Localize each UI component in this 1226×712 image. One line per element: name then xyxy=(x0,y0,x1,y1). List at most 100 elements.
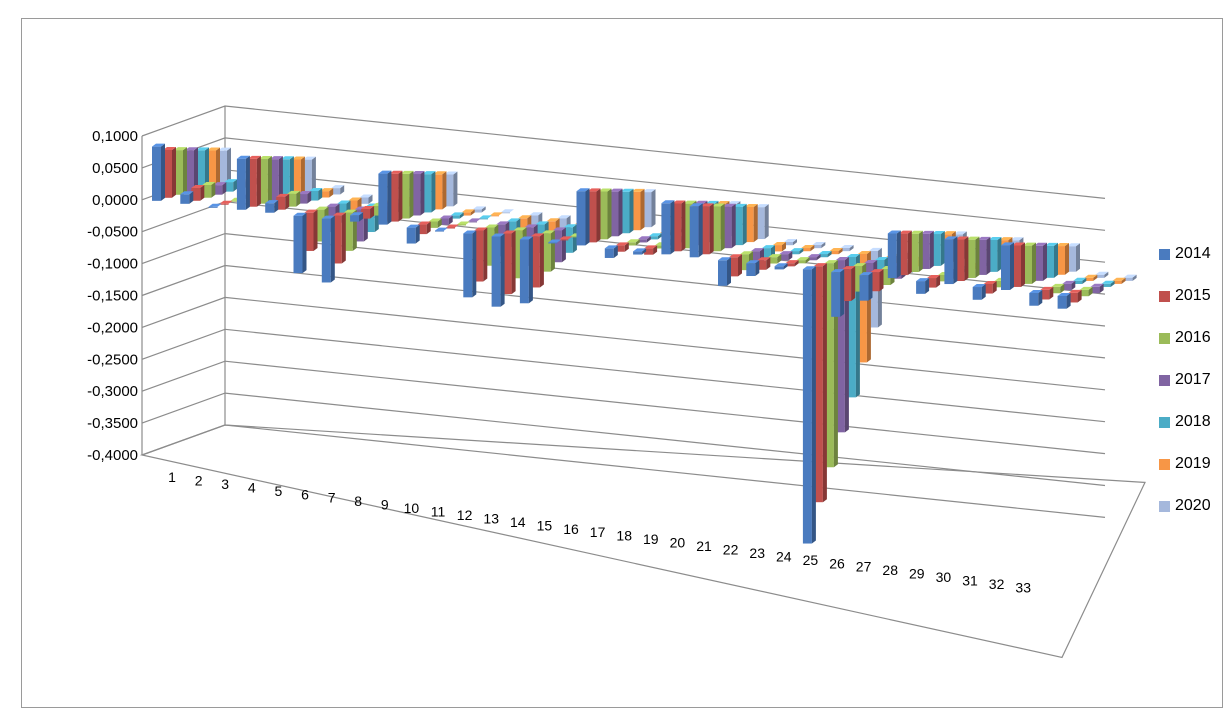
bar xyxy=(598,188,612,240)
x-tick-label: 21 xyxy=(696,538,712,554)
x-tick-label: 14 xyxy=(510,514,526,530)
bar xyxy=(444,171,458,207)
y-tick-label: 0,1000 xyxy=(92,128,138,145)
bar xyxy=(587,188,601,243)
x-tick-label: 16 xyxy=(563,521,579,537)
bar xyxy=(796,257,810,264)
bar xyxy=(1040,286,1054,300)
bar xyxy=(548,239,562,244)
bar xyxy=(208,203,222,208)
legend-item: 2020 xyxy=(1159,485,1226,527)
bar xyxy=(191,185,205,201)
bar xyxy=(718,257,731,286)
bar xyxy=(180,191,194,204)
x-tick-label: 27 xyxy=(856,559,872,575)
bar xyxy=(474,227,488,282)
legend-item: 2019 xyxy=(1159,443,1226,485)
bar xyxy=(626,239,640,246)
bar xyxy=(916,278,930,294)
bar xyxy=(1056,243,1069,275)
x-tick-label: 31 xyxy=(962,573,978,589)
bar xyxy=(689,203,703,258)
bar xyxy=(490,212,503,217)
x-tick-label: 25 xyxy=(803,552,819,568)
bar xyxy=(291,156,305,195)
y-tick-label: -0,1500 xyxy=(87,288,138,305)
bar xyxy=(812,241,826,249)
bar xyxy=(1112,277,1126,284)
bar xyxy=(293,212,307,274)
bar xyxy=(829,247,843,255)
bar xyxy=(450,212,464,219)
bar xyxy=(422,171,436,213)
bar xyxy=(378,170,392,225)
bar xyxy=(219,200,233,205)
bar xyxy=(722,203,736,249)
bar xyxy=(927,275,941,288)
bar xyxy=(768,254,782,264)
legend-swatch xyxy=(1159,416,1170,428)
bar xyxy=(309,187,323,201)
x-tick-label: 30 xyxy=(936,569,952,585)
bar xyxy=(411,171,425,216)
bar xyxy=(774,263,788,270)
bar xyxy=(813,263,827,503)
legend-label: 2016 xyxy=(1175,329,1211,346)
y-axis-ticks: 0,1000 0,0500 0,0000 -0,0500 -0,1000 -0,1500 -… xyxy=(87,128,138,464)
bar xyxy=(236,155,250,210)
y-tick-label: 0,0000 xyxy=(92,192,138,209)
bar xyxy=(1068,289,1082,303)
bar xyxy=(920,230,934,269)
bar xyxy=(185,147,198,192)
x-tick-label: 8 xyxy=(354,493,362,509)
bar xyxy=(733,203,747,246)
chart-floor xyxy=(139,424,1146,659)
x-tick-label: 7 xyxy=(328,490,336,506)
bar xyxy=(435,227,448,232)
bar xyxy=(406,224,420,244)
y-tick-label: -0,4000 xyxy=(87,447,138,464)
bar xyxy=(909,230,923,273)
bar xyxy=(213,182,227,195)
x-tick-label: 32 xyxy=(989,576,1005,592)
bar xyxy=(955,236,969,282)
bar xyxy=(615,242,629,252)
bar xyxy=(1029,289,1043,306)
bar xyxy=(563,224,577,253)
x-tick-label: 1 xyxy=(168,469,176,485)
legend-swatch xyxy=(1159,290,1170,302)
bar xyxy=(174,147,187,195)
bar xyxy=(287,190,301,207)
x-tick-label: 33 xyxy=(1015,579,1031,595)
bar xyxy=(773,242,786,252)
bar xyxy=(983,280,997,294)
chart-plot: 0,1000 0,0500 0,0000 -0,0500 -0,1000 -0,1500 -… xyxy=(87,105,1146,659)
legend-swatch xyxy=(1159,500,1170,512)
x-tick-label: 23 xyxy=(749,545,765,561)
bar xyxy=(840,244,854,252)
bar xyxy=(472,206,486,213)
bar xyxy=(247,155,261,207)
bar xyxy=(479,215,492,220)
bar xyxy=(298,191,312,204)
bar xyxy=(1012,242,1025,287)
y-tick-label: -0,2500 xyxy=(87,351,138,368)
x-tick-label: 24 xyxy=(776,548,792,564)
x-tick-label: 20 xyxy=(670,535,686,551)
bar xyxy=(729,254,742,277)
x-tick-label: 3 xyxy=(221,476,229,492)
bar xyxy=(501,209,514,214)
x-axis-ticks: 1 2 3 4 5 6 7 8 9 10 11 12 13 14 15 16 17 18 19 20 21 22 23 24 2… xyxy=(168,469,1031,595)
bar xyxy=(258,156,272,204)
legend-label: 2014 xyxy=(1175,245,1211,262)
bar xyxy=(359,194,373,204)
bar xyxy=(842,266,856,302)
bar xyxy=(196,147,209,189)
bar xyxy=(202,181,216,198)
bar xyxy=(977,236,991,275)
bar xyxy=(433,171,447,210)
bar xyxy=(633,248,647,255)
x-tick-label: 4 xyxy=(248,479,256,495)
bar xyxy=(1067,243,1080,272)
bar xyxy=(269,156,283,201)
